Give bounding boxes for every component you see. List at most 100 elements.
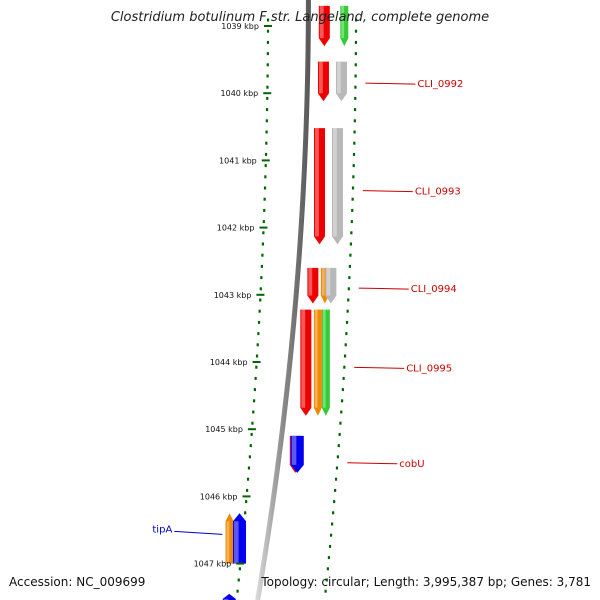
inner-ruler-dot xyxy=(257,320,261,324)
inner-ruler-dot xyxy=(257,332,260,336)
gene-feature-green[interactable] xyxy=(340,5,349,47)
outer-ruler-dot xyxy=(350,220,353,224)
gene-feature-green[interactable] xyxy=(321,309,330,416)
inner-ruler-dot xyxy=(244,511,247,515)
svg-text:CLI_0995: CLI_0995 xyxy=(406,363,452,374)
gene-feature-red[interactable] xyxy=(318,5,330,47)
gene-feature-orange[interactable] xyxy=(225,513,234,564)
kbp-tick-label: 1042 kbp xyxy=(217,224,255,233)
inner-ruler-dot xyxy=(246,477,250,481)
outer-ruler-dot xyxy=(349,253,352,257)
gene-label[interactable]: tipA xyxy=(152,524,223,535)
outer-ruler-dot xyxy=(353,130,356,134)
outer-ruler-dot xyxy=(354,63,357,67)
outer-ruler-dot xyxy=(354,40,358,44)
gene-label[interactable]: CLI_0995 xyxy=(354,363,452,374)
outer-ruler-dot xyxy=(339,421,342,425)
inner-ruler-dot xyxy=(264,175,267,179)
inner-ruler-dot xyxy=(265,130,268,134)
gene-feature-red[interactable] xyxy=(314,128,326,245)
inner-ruler-dot xyxy=(266,52,269,56)
inner-ruler-dot xyxy=(255,354,259,358)
outer-ruler-dot xyxy=(340,410,343,414)
inner-ruler-dot xyxy=(256,343,259,347)
outer-ruler-dot xyxy=(346,309,349,313)
inner-ruler-dot xyxy=(248,455,251,459)
outer-ruler-dot xyxy=(334,488,337,492)
gene-feature-blue[interactable] xyxy=(222,593,236,600)
outer-ruler-dot xyxy=(348,276,351,280)
inner-ruler-dot xyxy=(259,287,262,291)
feature-tracks xyxy=(222,5,349,600)
gene-label[interactable]: CLI_0992 xyxy=(365,79,463,90)
inner-ruler-dot xyxy=(236,589,239,593)
inner-ruler-dot xyxy=(252,399,256,403)
outer-ruler-dot xyxy=(332,511,335,515)
genome-backbone xyxy=(255,0,311,600)
outer-ruler-dot xyxy=(353,119,356,123)
backbone-line xyxy=(255,0,311,600)
svg-text:CLI_0994: CLI_0994 xyxy=(411,284,457,295)
gene-feature-gray[interactable] xyxy=(325,267,337,304)
gene-feature-blue[interactable] xyxy=(290,435,304,473)
outer-ruler-dot xyxy=(341,388,344,392)
gene-feature-red[interactable] xyxy=(307,267,319,304)
outer-ruler-dot xyxy=(336,455,339,459)
inner-ruler-dot xyxy=(237,578,240,582)
outer-ruler-dot xyxy=(343,354,347,358)
kbp-ruler: 1039 kbp 1040 kbp 1041 kbp 1042 kbp 1043 kbp… xyxy=(194,22,272,569)
outer-ruler-dot xyxy=(354,29,358,33)
outer-ruler-dot xyxy=(352,152,356,156)
kbp-tick-label: 1046 kbp xyxy=(200,492,238,501)
inner-ruler-dot xyxy=(266,18,270,22)
inner-ruler-dot xyxy=(245,500,248,504)
inner-ruler-dot xyxy=(266,85,269,89)
inner-ruler-dot xyxy=(254,376,257,380)
inner-ruler-dot xyxy=(261,242,265,246)
gene-feature-orange[interactable] xyxy=(313,309,322,416)
outer-ruler-dot xyxy=(351,186,355,190)
inner-ruler-dot xyxy=(264,152,268,156)
outer-ruler-dot xyxy=(349,242,353,246)
inner-ruler-dot xyxy=(266,29,270,33)
outer-ruler-dot xyxy=(347,298,350,302)
inner-ruler-dot xyxy=(262,220,265,224)
outer-ruler-dot xyxy=(352,175,355,179)
gene-label[interactable]: CLI_0994 xyxy=(358,284,457,295)
outer-ruler-dot xyxy=(333,500,336,504)
gene-feature-red[interactable] xyxy=(317,61,329,102)
inner-ruler-dot xyxy=(258,309,261,313)
outer-ruler-dot xyxy=(331,522,334,526)
inner-ruler-dot xyxy=(250,432,253,436)
outer-ruler-dot xyxy=(335,466,339,470)
kbp-tick-label: 1044 kbp xyxy=(210,358,248,367)
outer-ruler-dot xyxy=(347,287,350,291)
gene-feature-gray[interactable] xyxy=(335,61,347,102)
outer-ruler-dot xyxy=(342,376,345,380)
inner-ruler-dot xyxy=(260,276,263,280)
gene-feature-gray[interactable] xyxy=(332,128,344,245)
kbp-tick-label: 1045 kbp xyxy=(205,425,243,434)
genome-title: Clostridium botulinum F str. Langeland, … xyxy=(110,10,490,25)
inner-ruler-dot xyxy=(264,164,267,168)
outer-ruler-dot xyxy=(344,343,347,347)
inner-ruler-dot xyxy=(259,298,262,302)
inner-ruler-dot xyxy=(262,231,265,235)
gene-label[interactable]: cobU xyxy=(347,459,425,470)
gene-feature-blue[interactable] xyxy=(233,513,247,564)
inner-ruler-dot xyxy=(263,197,266,201)
gene-label[interactable]: CLI_0993 xyxy=(362,187,461,198)
inner-ruler-dot xyxy=(247,466,251,470)
outer-ruler-dot xyxy=(338,432,341,436)
outer-ruler-dot xyxy=(351,197,354,201)
outer-ruler-dot xyxy=(354,74,357,78)
inner-ruler-dot xyxy=(253,388,256,392)
inner-ruler-dot xyxy=(252,410,255,414)
kbp-tick-label: 1047 kbp xyxy=(194,560,232,569)
outer-ruler-dot xyxy=(334,477,338,481)
outer-ruler-dot xyxy=(353,108,357,112)
gene-feature-red[interactable] xyxy=(300,309,312,416)
outer-ruler-dot xyxy=(345,320,349,324)
outer-ruler-dot xyxy=(326,567,329,571)
